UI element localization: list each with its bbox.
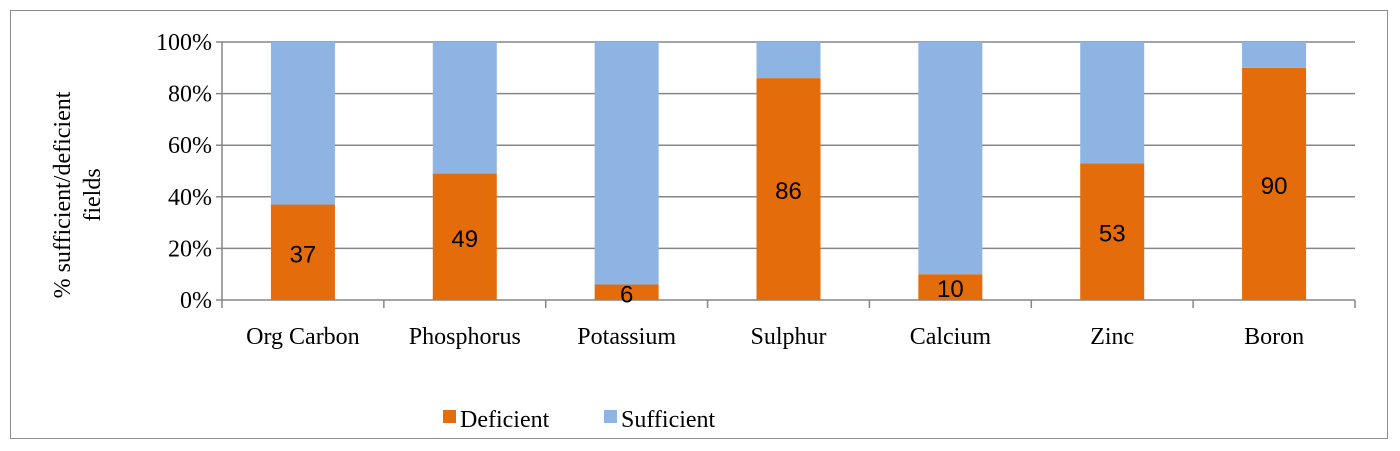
y-tick-label: 0% <box>180 288 212 314</box>
bar-deficient-calcium <box>918 274 983 300</box>
bar-sufficient-potassium <box>594 42 659 285</box>
x-tick-label: Sulphur <box>750 324 826 350</box>
x-tick-label: Org Carbon <box>246 324 360 350</box>
y-tick-label: 60% <box>168 133 212 159</box>
bar-deficient-boron <box>1242 67 1307 300</box>
bar-deficient-zinc <box>1080 163 1145 300</box>
data-labels: 37 49 6 86 10 53 90 <box>290 173 1288 308</box>
y-tick-label: 100% <box>156 30 212 56</box>
y-axis-label-line2: fields <box>80 168 106 221</box>
y-axis-label-line1: % sufficient/deficient <box>50 91 76 298</box>
legend-label-sufficient: Sufficient <box>621 407 716 433</box>
bar-deficient-sulphur <box>756 78 821 301</box>
bar-sufficient-org-carbon <box>270 42 335 205</box>
y-tick-label: 40% <box>168 185 212 211</box>
legend-swatch-deficient <box>443 410 456 423</box>
data-label: 6 <box>620 281 633 308</box>
x-tick-label: Potassium <box>577 324 676 350</box>
legend-swatch-sufficient <box>604 410 617 423</box>
data-label: 49 <box>451 226 478 253</box>
bar-deficient-phosphorus <box>432 173 497 300</box>
data-label: 37 <box>290 241 317 268</box>
x-tick-label: Phosphorus <box>409 324 521 350</box>
axes <box>221 42 1355 308</box>
bar-sufficient-boron <box>1242 42 1307 68</box>
x-tick-label: Zinc <box>1090 324 1134 350</box>
bars <box>270 42 1307 301</box>
data-label: 86 <box>775 178 802 205</box>
bar-sufficient-zinc <box>1080 42 1145 164</box>
legend: Deficient Sufficient <box>443 407 716 433</box>
bar-deficient-potassium <box>594 284 659 300</box>
y-tick-labels: 0% 20% 40% 60% 80% 100% <box>156 30 212 314</box>
x-tick-labels: Org Carbon Phosphorus Potassium Sulphur Calc… <box>246 324 1304 350</box>
y-tick-label: 20% <box>168 236 212 262</box>
data-label: 90 <box>1261 173 1288 200</box>
chart-frame <box>10 10 1388 439</box>
x-tick-label: Calcium <box>910 324 992 350</box>
x-tick-label: Boron <box>1244 324 1304 350</box>
legend-label-deficient: Deficient <box>460 407 550 433</box>
bar-deficient-org-carbon <box>270 204 335 300</box>
bar-sufficient-phosphorus <box>432 42 497 174</box>
data-label: 10 <box>937 276 964 303</box>
data-label: 53 <box>1099 221 1126 248</box>
bar-sufficient-calcium <box>918 42 983 275</box>
bar-sufficient-sulphur <box>756 42 821 79</box>
y-tick-label: 80% <box>168 82 212 108</box>
